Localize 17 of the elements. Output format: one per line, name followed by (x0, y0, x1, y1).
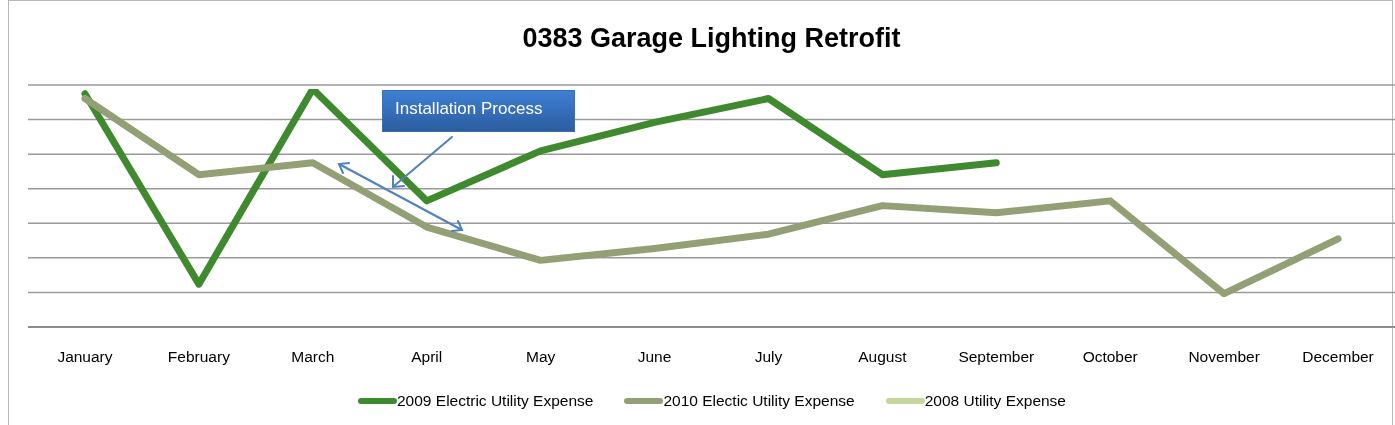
callout-box: Installation Process (382, 90, 575, 132)
x-tick-label: August (858, 347, 908, 365)
x-tick-label: March (291, 347, 335, 365)
x-tick-label: September (958, 347, 1035, 365)
x-tick-label: November (1188, 347, 1260, 365)
x-tick-label: October (1082, 347, 1138, 365)
x-tick-label: December (1302, 347, 1374, 365)
legend-label: 2008 Utility Expense (924, 392, 1066, 410)
x-tick-label: June (637, 347, 672, 365)
chart-title: 0383 Garage Lighting Retrofit (521, 23, 902, 54)
x-tick-label: April (411, 347, 443, 365)
legend-label: 2010 Electic Utility Expense (663, 392, 855, 410)
x-tick-label: July (754, 347, 783, 365)
x-tick-label: January (57, 347, 113, 365)
legend-label: 2009 Electric Utility Expense (397, 392, 594, 410)
x-tick-label: February (167, 347, 231, 365)
x-tick-label: May (525, 347, 556, 365)
